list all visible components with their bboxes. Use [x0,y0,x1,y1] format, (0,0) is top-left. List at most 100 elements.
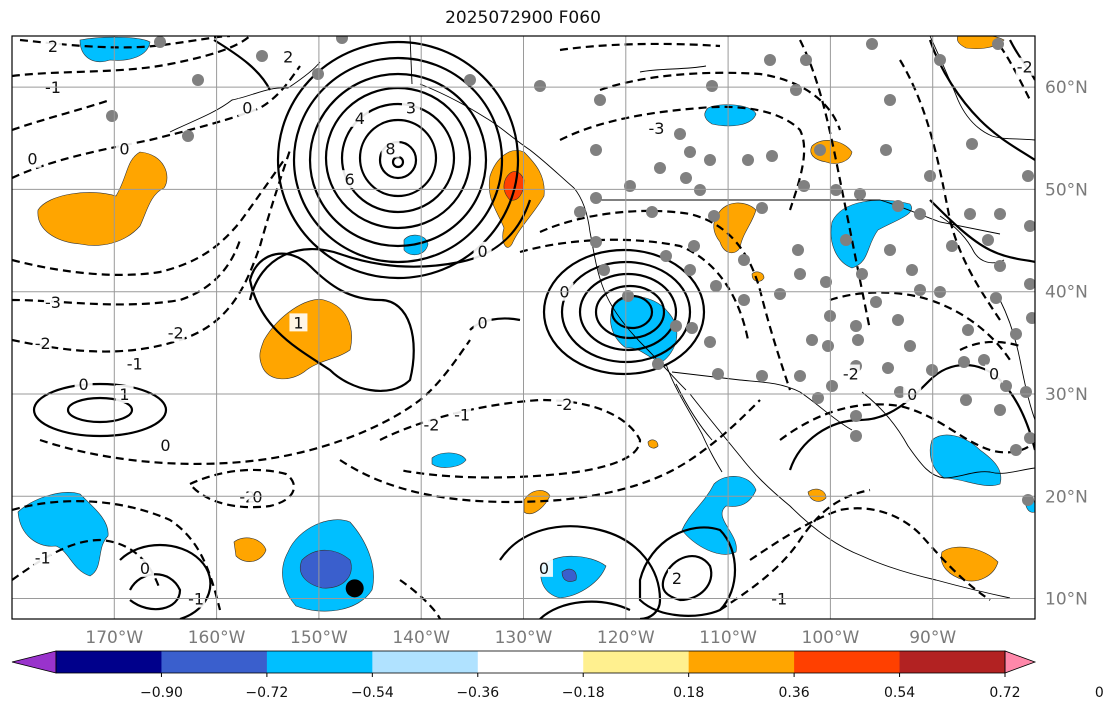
shade-orange-tiny [647,439,659,449]
south-contour-4 [638,526,737,617]
lon-label: 90°W [909,628,956,648]
contour-label: -3 [45,293,61,312]
south-contour-5 [661,555,713,602]
dashed-contour-15 [559,105,806,211]
latitude-labels: 10°N 20°N 30°N 40°N 50°N 60°N [1045,78,1088,609]
contour-label-bg [555,395,574,414]
low-contour-3 [578,272,678,352]
dashed-contour-13 [539,209,792,391]
contour-label: 0 [27,150,37,169]
coast-hudson [929,36,1035,141]
shade-orange-tiny-2 [751,271,765,282]
shade-blue-darker [300,549,352,589]
lat-label: 20°N [1045,487,1088,507]
dashed-contour-11 [188,468,296,509]
contour-label: -1 [127,354,143,373]
dashed-contour-23 [959,340,1021,351]
contour-label-bg [841,364,860,383]
coast-baja [665,363,723,473]
high-contour-3 [308,72,488,248]
contour-label-bg [647,119,666,138]
shaded-regions [17,36,1035,612]
contour-label-bg [23,149,42,168]
contour-label: -1 [35,549,51,568]
dashed-contour-26 [999,45,1031,101]
shade-orange-central-pac [259,299,352,380]
contour-label: 1 [293,313,303,332]
contour-label-bg [473,241,492,260]
shade-orange-small-3 [807,488,827,502]
contour-label: 8 [385,140,395,159]
shade-blue-great-plains [830,199,912,269]
contour-label-bg [381,139,400,158]
contour-label: -3 [649,119,665,138]
lon-label: 100°W [802,628,860,648]
dashed-contour-27 [829,291,1011,361]
contour-label-bg [156,436,175,455]
contour-label: -1 [454,405,470,424]
coastlines [169,36,1035,599]
contour-label: -2 [423,416,439,435]
contour-label-bg [33,548,52,567]
contour-label: 3 [406,99,416,118]
dashed-contour-17 [559,42,721,52]
coast-east [999,299,1035,421]
colorbar-label: 0.72 [989,685,1020,701]
dashed-contour-8 [379,398,642,479]
coast-mexico [689,393,1011,599]
zero-contour-high [248,199,532,301]
colorbar-label: 0.54 [884,685,915,701]
high-contour-1 [276,40,520,280]
colorbar-label: −0.36 [456,685,499,701]
contour-label-bg [238,98,257,117]
contour-label: 6 [344,170,354,189]
contour-label: 4 [355,109,365,128]
colorbar-label: −0.54 [351,685,394,701]
map-title: 2025072900 F060 [445,8,601,28]
contour-label: -2 [1017,58,1033,77]
contour-label: 0 [140,559,150,578]
coast-gulf [861,391,1035,479]
high-contour-6 [358,118,438,198]
colorbar-segment [372,651,479,673]
contour-label: 2 [48,37,58,56]
colorbar-label: 0.90 [1095,685,1105,701]
lat-lon-grid [12,36,1035,619]
contour-label-bg [985,364,1004,383]
shade-blue-gulf-mexico [929,434,1002,486]
shade-blue-west [17,492,109,577]
dashed-contour-18 [799,39,872,331]
contour-label-bg [74,374,93,393]
colorbar-segment [583,651,690,673]
contour-label-bg [534,558,553,577]
contour-label-bg [350,108,369,127]
contour-label-bg [473,313,492,332]
high-contour-2 [292,56,504,264]
lat-label: 60°N [1045,78,1088,98]
contour-label: -2 [556,395,572,414]
contour-label-bg [340,170,359,189]
contour-label-bg [667,569,686,588]
colorbar-label: −0.72 [245,685,288,701]
coast-alaska-panhandle [419,83,575,189]
shade-orange-bering [37,151,168,246]
dashed-contour-2 [12,36,251,78]
shade-orange-small-1 [233,537,267,562]
lat-label: 30°N [1045,385,1088,405]
colorbar-frame [55,650,1006,674]
dashed-contour-16 [599,71,842,131]
dashed-contour-19 [899,59,1001,321]
contour-label-bg [125,354,144,373]
contour-label: 0 [119,140,129,159]
north-contour-1 [213,39,271,91]
east-contour-4 [929,199,1035,264]
colorbar-segment [899,651,1006,673]
coast-gulfcal [675,383,713,441]
contour-label: 0 [477,242,487,261]
lat-label: 10°N [1045,590,1088,610]
lon-label: 130°W [495,628,553,648]
lat-label: 40°N [1045,283,1088,303]
south-contour-6 [539,600,631,619]
longitude-labels: 170°W 160°W 150°W 140°W 130°W 120°W 110°W 100°W… [85,628,956,648]
